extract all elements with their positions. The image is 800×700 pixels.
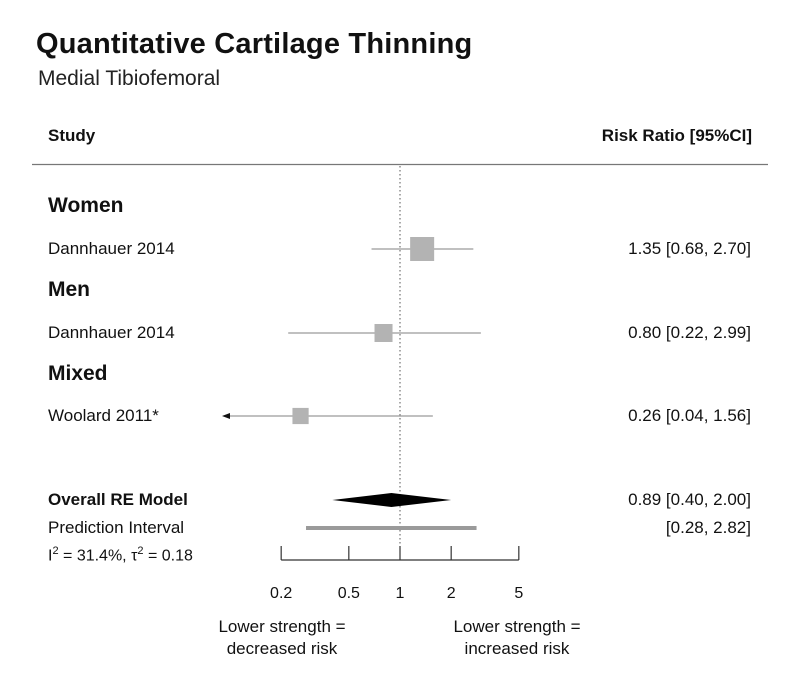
group-label-men: Men <box>48 278 90 301</box>
study-label: Woolard 2011* <box>48 406 159 425</box>
overall-model-label: Overall RE Model <box>48 490 188 509</box>
chart-subtitle: Medial Tibiofemoral <box>38 67 221 90</box>
study-ci-text: 0.80 [0.22, 2.99] <box>628 323 751 342</box>
study-marker <box>410 237 435 261</box>
group-label-women: Women <box>48 194 124 217</box>
heterogeneity-stats: I2 = 31.4%, τ2 = 0.18 <box>48 545 193 565</box>
x-tick-label: 1 <box>395 585 405 602</box>
x-tick-label: 0.5 <box>337 585 360 602</box>
chart-title: Quantitative Cartilage Thinning <box>36 28 473 60</box>
group-label-mixed: Mixed <box>48 362 108 385</box>
study-marker <box>292 407 309 425</box>
tau2-superscript: 2 <box>137 545 144 557</box>
i2-symbol: I <box>48 547 53 565</box>
x-caption-right-line2: increased risk <box>464 639 570 658</box>
risk-ratio-column-header: Risk Ratio [95%CI] <box>601 126 752 145</box>
study-marker <box>374 324 393 342</box>
truncated-arrow <box>222 413 230 419</box>
tau2-value: = 0.18 <box>143 547 193 565</box>
prediction-interval-label: Prediction Interval <box>48 518 185 537</box>
tau2-symbol: τ <box>131 547 138 565</box>
study-label: Dannhauer 2014 <box>48 239 175 258</box>
overall-ci-text: 0.89 [0.40, 2.00] <box>628 490 751 509</box>
study-ci-text: 1.35 [0.68, 2.70] <box>628 239 751 258</box>
x-caption-right: Lower strength = increased risk <box>453 616 580 660</box>
x-caption-left-line2: decreased risk <box>226 639 338 658</box>
x-tick-label: 5 <box>514 585 524 602</box>
prediction-interval-ci-text: [0.28, 2.82] <box>665 518 751 537</box>
x-caption-right-line1: Lower strength = <box>453 617 581 636</box>
study-ci-text: 0.26 [0.04, 1.56] <box>628 406 751 425</box>
overall-effect-diamond <box>332 493 452 507</box>
x-caption-left-line1: Lower strength = <box>218 617 346 636</box>
i2-value: = 31.4%, <box>58 547 132 565</box>
i2-superscript: 2 <box>52 545 59 557</box>
study-label: Dannhauer 2014 <box>48 323 175 342</box>
x-tick-label: 0.2 <box>270 585 293 602</box>
x-tick-label: 2 <box>446 585 456 602</box>
x-caption-left: Lower strength = decreased risk <box>218 616 345 660</box>
study-column-header: Study <box>48 126 96 145</box>
